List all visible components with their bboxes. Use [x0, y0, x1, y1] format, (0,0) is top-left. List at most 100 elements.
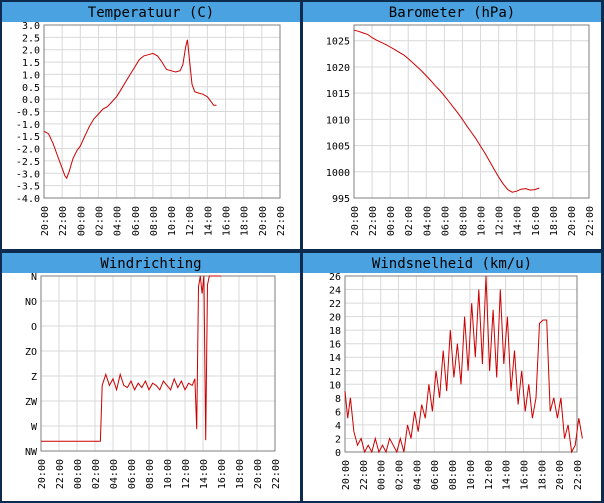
x-tick-label: 14:00 [502, 460, 513, 490]
y-tick-label: -2.0 [16, 145, 40, 156]
x-tick-label: 20:00 [37, 459, 48, 489]
wind-speed-panel: Windsnelheid (km/u)262422201816141210864… [303, 253, 601, 501]
x-tick-label: 22:00 [55, 459, 66, 489]
x-tick-label: 06:00 [131, 206, 142, 236]
y-tick-label: O [31, 322, 37, 333]
plot-area [344, 275, 578, 453]
series-line-0 [41, 275, 221, 442]
x-tick-label: 20:00 [350, 206, 361, 236]
x-tick-label: 12:00 [484, 460, 495, 490]
x-tick-label: 10:00 [466, 460, 477, 490]
y-tick-label: 1005 [326, 142, 350, 153]
y-tick-label: 1025 [326, 37, 350, 48]
y-tick-label: 0 [335, 448, 341, 459]
y-tick-label: -3.5 [16, 182, 40, 193]
x-tick-label: 08:00 [448, 460, 459, 490]
x-tick-label: 10:00 [163, 459, 174, 489]
y-tick-label: 16 [329, 340, 341, 351]
plot-border [344, 275, 578, 453]
y-tick-label: -3.0 [16, 169, 40, 180]
x-tick-label: 22:00 [58, 206, 69, 236]
y-tick-label: 2.5 [22, 33, 40, 44]
x-tick-label: 08:00 [149, 206, 160, 236]
x-tick-label: 18:00 [537, 460, 548, 490]
y-tick-label: 1.5 [22, 58, 40, 69]
x-tick-label: 00:00 [377, 460, 388, 490]
series-line-0 [43, 39, 217, 180]
x-tick-label: 02:00 [94, 206, 105, 236]
x-tick-label: 16:00 [531, 206, 542, 236]
x-tick-label: 02:00 [91, 459, 102, 489]
x-tick-label: 14:00 [513, 206, 524, 236]
x-tick-label: 22:00 [271, 459, 282, 489]
x-tick-label: 14:00 [199, 459, 210, 489]
y-tick-label: 20 [329, 313, 341, 324]
x-tick-label: 16:00 [519, 460, 530, 490]
y-tick-label: 10 [329, 380, 341, 391]
x-tick-label: 02:00 [395, 460, 406, 490]
series-line-0 [353, 29, 540, 193]
y-tick-label: 18 [329, 326, 341, 337]
x-tick-label: 18:00 [240, 206, 251, 236]
plot-area [40, 275, 276, 452]
temperature-panel: Temperatuur (C) 3.02.5 2.01.51.0 0.50.0 -0.5… [2, 2, 300, 249]
x-tick-label: 12:00 [185, 206, 196, 236]
y-tick-label: 1020 [326, 63, 350, 74]
y-tick-label: 0.5 [22, 83, 40, 94]
x-tick-label: 06:00 [127, 459, 138, 489]
x-tick-label: 22:00 [573, 460, 584, 490]
x-tick-label: 18:00 [235, 459, 246, 489]
x-tick-label: 12:00 [495, 206, 506, 236]
y-tick-label: 8 [335, 394, 341, 405]
y-tick-label: 24 [329, 286, 341, 297]
chart-title: Windsnelheid (km/u) [372, 256, 532, 272]
x-tick-label: 00:00 [73, 459, 84, 489]
y-tick-label: -0.5 [16, 108, 40, 119]
title-bar [303, 253, 601, 273]
x-tick-label: 10:00 [477, 206, 488, 236]
y-tick-label: -2.5 [16, 157, 40, 168]
plot-border [43, 24, 281, 199]
chart-title: Temperatuur (C) [88, 5, 214, 21]
x-tick-label: 16:00 [222, 206, 233, 236]
y-tick-label: Z [31, 372, 37, 383]
x-tick-label: 06:00 [430, 460, 441, 490]
x-tick-label: 04:00 [113, 206, 124, 236]
x-tick-label: 10:00 [167, 206, 178, 236]
x-tick-label: 02:00 [404, 206, 415, 236]
x-tick-label: 12:00 [181, 459, 192, 489]
y-tick-label: ZW [25, 397, 38, 408]
y-tick-label: 26 [329, 272, 341, 283]
y-tick-label: 22 [329, 299, 341, 310]
chart-title: Barometer (hPa) [389, 5, 515, 21]
title-bar [303, 2, 601, 22]
plot-border [353, 24, 590, 199]
x-tick-label: 20:00 [555, 460, 566, 490]
x-tick-label: 00:00 [386, 206, 397, 236]
x-tick-label: 14:00 [203, 206, 214, 236]
plot-area [353, 24, 590, 199]
x-tick-label: 22:00 [276, 206, 287, 236]
y-tick-label: 995 [332, 194, 350, 205]
y-tick-label: 1010 [326, 115, 350, 126]
x-tick-label: 16:00 [217, 459, 228, 489]
x-tick-label: 22:00 [368, 206, 379, 236]
x-tick-label: 04:00 [422, 206, 433, 236]
y-tick-label: N [31, 272, 37, 283]
title-bar [2, 253, 300, 273]
y-tick-label: 4 [335, 421, 341, 432]
y-tick-label: 6 [335, 407, 341, 418]
y-tick-label: 2 [335, 434, 341, 445]
x-tick-label: 08:00 [145, 459, 156, 489]
x-tick-label: 04:00 [109, 459, 120, 489]
y-tick-label: NW [25, 447, 38, 458]
y-tick-label: W [31, 422, 38, 433]
y-tick-label: ZO [25, 347, 37, 358]
y-tick-label: 14 [329, 353, 341, 364]
x-tick-label: 00:00 [76, 206, 87, 236]
title-bar [2, 2, 300, 22]
y-tick-label: 1.0 [22, 70, 40, 81]
y-tick-label: 0.0 [22, 95, 40, 106]
